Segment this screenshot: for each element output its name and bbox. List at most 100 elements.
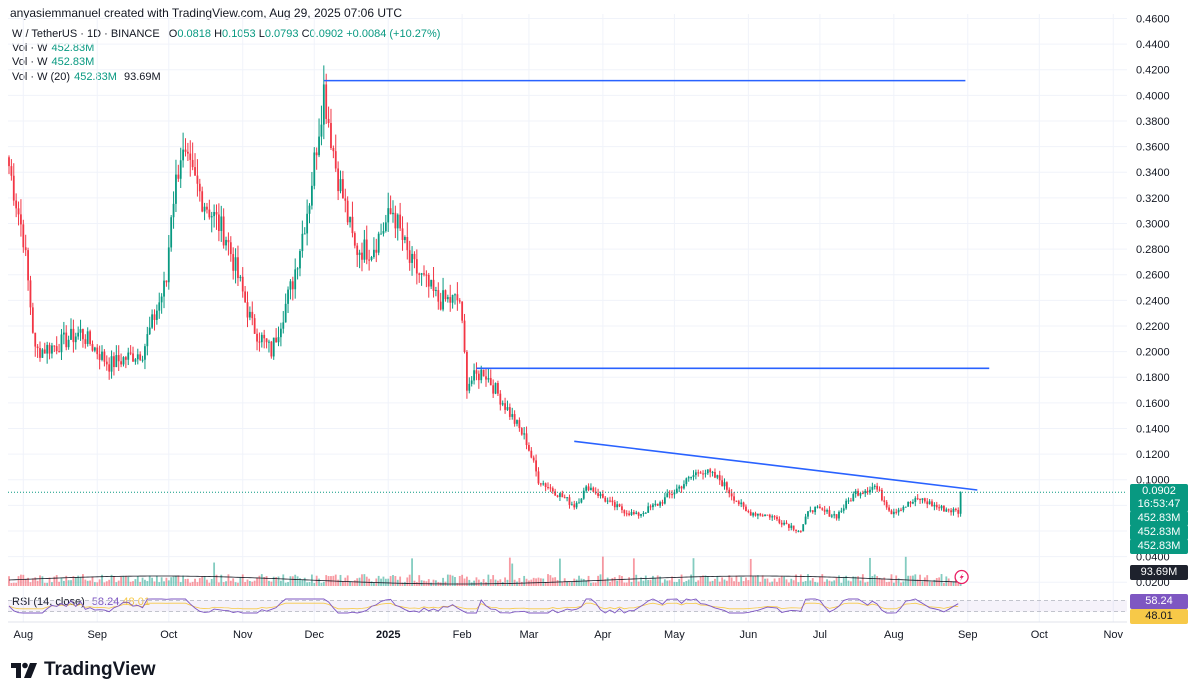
volume-bar — [845, 575, 848, 586]
candle-body — [108, 364, 111, 372]
candle-body — [420, 273, 423, 275]
candle-body — [473, 370, 475, 381]
candle-body — [404, 237, 406, 240]
candle-body — [8, 157, 10, 167]
volume-bar — [239, 576, 242, 586]
candle-body — [399, 214, 402, 229]
volume-bar — [72, 576, 75, 586]
volume-bar — [938, 577, 941, 586]
candle-body — [418, 273, 421, 275]
volume-bar — [296, 576, 299, 586]
candle-body — [308, 205, 311, 214]
candle-body — [661, 502, 664, 504]
volume-bar — [299, 578, 301, 586]
candle-body — [590, 487, 592, 491]
candle-body — [370, 256, 373, 260]
volume-bar — [909, 575, 912, 586]
volume-bar — [606, 577, 609, 586]
candle-body — [287, 289, 289, 304]
volume-bar — [802, 581, 805, 586]
candle-body — [310, 185, 313, 206]
candle-body — [320, 124, 323, 137]
volume-bar — [819, 576, 821, 586]
candle-body — [167, 247, 170, 283]
candle-body — [616, 504, 619, 508]
candle-body — [46, 344, 49, 354]
volume-bar — [58, 581, 60, 586]
candle-body — [499, 393, 502, 405]
volume-bar — [506, 579, 509, 586]
volume-bar — [663, 579, 666, 586]
volume-bar — [213, 562, 216, 586]
volume-bar — [950, 581, 952, 586]
candle-body — [253, 318, 256, 334]
candle-body — [413, 253, 416, 260]
volume-bar — [8, 576, 10, 586]
volume-ma-legend: Vol · W (20) 452.83M 93.69M — [12, 71, 161, 83]
volume-bar — [237, 582, 239, 586]
volume-bar — [768, 582, 771, 586]
volume-bar — [103, 582, 106, 586]
volume-bar — [48, 577, 51, 586]
candle-body — [597, 493, 599, 496]
volume-bar — [690, 574, 693, 586]
volume-bar — [585, 580, 588, 586]
candle-body — [31, 307, 34, 333]
volume-bar — [544, 581, 547, 586]
candle-body — [482, 369, 485, 377]
candle-body — [919, 498, 921, 501]
change-value: +0.0084 (+10.27%) — [346, 28, 441, 40]
candle-body — [196, 175, 199, 184]
candle-body — [568, 497, 571, 505]
candle-body — [446, 297, 449, 300]
volume-bar — [411, 558, 413, 586]
candle-body — [313, 152, 316, 186]
volume-bar — [363, 574, 366, 586]
x-axis-month-label: Oct — [160, 629, 177, 641]
candle-body — [303, 233, 306, 235]
candle-body — [952, 508, 955, 513]
volume-badge: 452.83M — [1130, 525, 1188, 540]
candle-body — [518, 420, 521, 429]
volume-label[interactable]: Vol · W — [12, 56, 48, 68]
candle-body — [277, 337, 280, 343]
volume-bar — [759, 581, 762, 586]
volume-bar — [139, 581, 142, 586]
tradingview-logo[interactable]: TradingView — [10, 659, 156, 681]
volume-bar — [449, 574, 452, 586]
volume-ma-label[interactable]: Vol · W (20) — [12, 71, 71, 83]
candle-body — [184, 149, 187, 152]
volume-bar — [62, 580, 65, 586]
volume-bar — [714, 578, 716, 586]
volume-bar — [265, 576, 268, 586]
candle-body — [902, 507, 905, 511]
rsi-legend: RSI (14, close) 58.24 48.01 — [12, 596, 150, 608]
candle-body — [425, 274, 428, 276]
volume-bar — [673, 581, 676, 586]
candle-body — [134, 359, 137, 362]
candle-body — [344, 198, 347, 201]
candle-body — [497, 383, 499, 394]
candle-body — [141, 359, 144, 361]
volume-bar — [408, 574, 411, 586]
y-axis-tick-label: 0.3400 — [1136, 167, 1170, 179]
volume-bar — [251, 581, 254, 586]
volume-label[interactable]: Vol · W — [12, 42, 48, 54]
candle-body — [201, 191, 204, 212]
candle-body — [501, 403, 504, 405]
volume-bar — [570, 581, 573, 586]
candle-body — [816, 506, 819, 508]
candle-body — [127, 352, 130, 360]
candle-body — [74, 336, 77, 343]
volume-bar — [756, 575, 759, 586]
volume-bar — [12, 582, 15, 586]
volume-bar — [84, 579, 87, 586]
rsi-label[interactable]: RSI (14, close) — [12, 596, 85, 608]
volume-value: 452.83M — [51, 56, 95, 68]
candle-body — [227, 239, 230, 243]
candle-body — [830, 515, 833, 517]
candle-body — [907, 501, 910, 507]
symbol-label[interactable]: W / TetherUS · 1D · BINANCE — [12, 28, 160, 40]
volume-bar — [387, 578, 390, 586]
